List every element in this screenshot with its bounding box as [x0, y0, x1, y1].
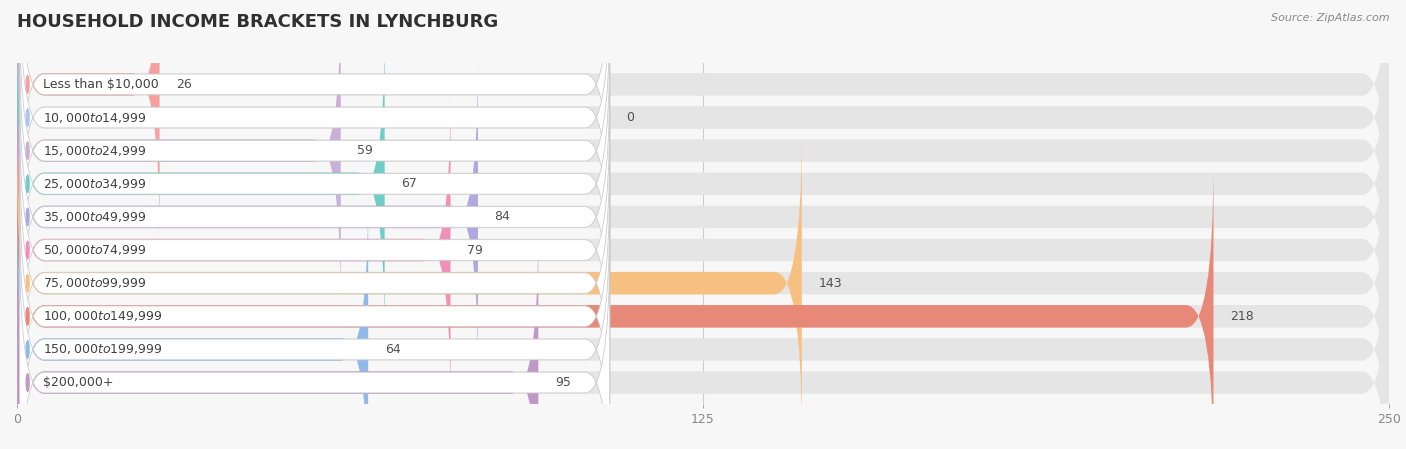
Text: $35,000 to $49,999: $35,000 to $49,999 [42, 210, 146, 224]
FancyBboxPatch shape [17, 0, 160, 239]
Text: 84: 84 [495, 211, 510, 224]
Text: 59: 59 [357, 144, 373, 157]
FancyBboxPatch shape [17, 129, 801, 438]
FancyBboxPatch shape [20, 211, 610, 449]
FancyBboxPatch shape [17, 96, 1389, 405]
Circle shape [27, 109, 30, 126]
FancyBboxPatch shape [17, 0, 1389, 305]
Text: HOUSEHOLD INCOME BRACKETS IN LYNCHBURG: HOUSEHOLD INCOME BRACKETS IN LYNCHBURG [17, 13, 498, 31]
Text: $10,000 to $14,999: $10,000 to $14,999 [42, 110, 146, 124]
FancyBboxPatch shape [17, 162, 1213, 449]
Text: 218: 218 [1230, 310, 1254, 323]
FancyBboxPatch shape [20, 111, 610, 389]
Text: 0: 0 [626, 111, 634, 124]
Text: 26: 26 [176, 78, 191, 91]
Text: $100,000 to $149,999: $100,000 to $149,999 [42, 309, 162, 323]
FancyBboxPatch shape [20, 0, 610, 223]
Text: $75,000 to $99,999: $75,000 to $99,999 [42, 276, 146, 290]
Text: 64: 64 [385, 343, 401, 356]
Text: $200,000+: $200,000+ [42, 376, 114, 389]
FancyBboxPatch shape [20, 12, 610, 289]
Text: 143: 143 [818, 277, 842, 290]
FancyBboxPatch shape [17, 0, 340, 305]
FancyBboxPatch shape [20, 78, 610, 356]
FancyBboxPatch shape [17, 96, 450, 405]
Text: 95: 95 [555, 376, 571, 389]
FancyBboxPatch shape [17, 0, 1389, 239]
Text: Source: ZipAtlas.com: Source: ZipAtlas.com [1271, 13, 1389, 23]
FancyBboxPatch shape [20, 0, 610, 256]
Circle shape [27, 308, 30, 325]
Circle shape [27, 76, 30, 93]
Text: Less than $10,000: Less than $10,000 [42, 78, 159, 91]
Circle shape [27, 374, 30, 391]
FancyBboxPatch shape [20, 45, 610, 322]
FancyBboxPatch shape [17, 228, 538, 449]
FancyBboxPatch shape [17, 0, 1389, 272]
FancyBboxPatch shape [17, 195, 1389, 449]
FancyBboxPatch shape [17, 129, 1389, 438]
Circle shape [27, 208, 30, 225]
FancyBboxPatch shape [20, 244, 610, 449]
Circle shape [27, 341, 30, 358]
FancyBboxPatch shape [17, 29, 1389, 338]
FancyBboxPatch shape [20, 178, 610, 449]
Text: $25,000 to $34,999: $25,000 to $34,999 [42, 177, 146, 191]
FancyBboxPatch shape [17, 228, 1389, 449]
Text: 67: 67 [401, 177, 418, 190]
Text: $150,000 to $199,999: $150,000 to $199,999 [42, 343, 162, 357]
Text: $50,000 to $74,999: $50,000 to $74,999 [42, 243, 146, 257]
Circle shape [27, 242, 30, 259]
Text: $15,000 to $24,999: $15,000 to $24,999 [42, 144, 146, 158]
Circle shape [27, 142, 30, 159]
FancyBboxPatch shape [17, 62, 1389, 371]
FancyBboxPatch shape [20, 145, 610, 422]
FancyBboxPatch shape [17, 29, 385, 338]
FancyBboxPatch shape [17, 62, 478, 371]
Text: 79: 79 [467, 243, 482, 256]
Circle shape [27, 175, 30, 193]
FancyBboxPatch shape [17, 195, 368, 449]
FancyBboxPatch shape [17, 162, 1389, 449]
Circle shape [27, 274, 30, 292]
